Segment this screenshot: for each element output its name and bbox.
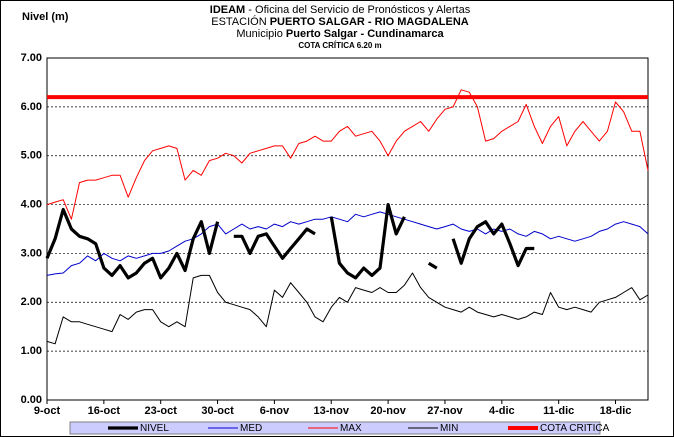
y-tick-label: 7.00 xyxy=(21,52,42,64)
chart-title: IDEAM - Oficina del Servicio de Pronósti… xyxy=(210,4,471,16)
x-tick-label: 6-nov xyxy=(260,405,290,417)
title-part: Puerto Salgar - Cundinamarca xyxy=(286,28,445,40)
x-tick-label: 27-nov xyxy=(427,405,463,417)
x-tick-label: 16-oct xyxy=(88,405,121,417)
x-tick-label: 20-nov xyxy=(370,405,406,417)
y-tick-label: 3.00 xyxy=(21,247,42,259)
x-tick-label: 4-dic xyxy=(489,405,515,417)
title-part: - Oficina del Servicio de Pronósticos y … xyxy=(245,4,470,16)
x-tick-label: 18-dic xyxy=(600,405,632,417)
legend-label: MED xyxy=(240,423,262,434)
y-tick-label: 4.00 xyxy=(21,198,42,210)
x-tick-label: 9-oct xyxy=(34,405,61,417)
title-part: PUERTO SALGAR - RIO MAGDALENA xyxy=(270,16,469,28)
legend-label: NIVEL xyxy=(140,423,169,434)
plot-area xyxy=(46,57,649,401)
annotation: COTA CRÍTICA 6.20 m xyxy=(298,41,381,50)
y-tick-label: 0.00 xyxy=(21,394,42,406)
y-tick-label: 1.00 xyxy=(21,345,42,357)
legend-label: MAX xyxy=(340,423,362,434)
chart-title: Municipio Puerto Salgar - Cundinamarca xyxy=(236,28,444,40)
series-line xyxy=(46,89,649,220)
title-part: IDEAM xyxy=(210,4,245,16)
x-tick-label: 23-oct xyxy=(144,405,177,417)
legend-label: MIN xyxy=(440,423,458,434)
x-tick-label: 30-oct xyxy=(201,405,234,417)
y-tick-label: 5.00 xyxy=(21,150,42,162)
series-line xyxy=(46,272,649,345)
x-tick-label: 13-nov xyxy=(314,405,350,417)
chart-title: ESTACIÓN PUERTO SALGAR - RIO MAGDALENA xyxy=(211,15,469,28)
series-line xyxy=(45,203,535,280)
y-axis-label: Nivel (m) xyxy=(22,11,69,23)
legend-label: COTA CRITICA xyxy=(540,423,610,434)
y-tick-label: 2.00 xyxy=(21,296,42,308)
series-line xyxy=(46,211,649,276)
title-part: ESTACIÓN xyxy=(211,15,269,28)
title-part: Municipio xyxy=(236,28,286,40)
x-tick-label: 11-dic xyxy=(543,405,574,417)
y-tick-label: 6.00 xyxy=(21,101,42,113)
